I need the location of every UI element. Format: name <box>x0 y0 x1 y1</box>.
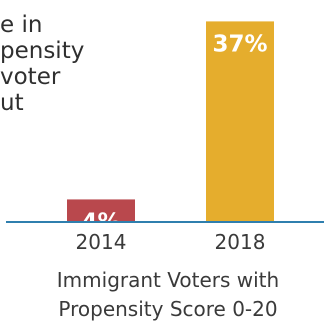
x-tick-label-2014: 2014 <box>76 230 127 254</box>
caption-line: Propensity Score 0-20 <box>58 297 278 321</box>
x-tick-label-2018: 2018 <box>215 230 266 254</box>
annotation-line: pensity <box>0 38 85 64</box>
annotation-line: ut <box>0 90 24 116</box>
x-axis-caption: Immigrant Voters with Propensity Score 0… <box>0 266 324 324</box>
annotation-line: e in <box>0 12 43 38</box>
caption-line: Immigrant Voters with <box>56 268 280 292</box>
chart-annotation: e in pensity voter ut <box>0 12 180 116</box>
annotation-line: voter <box>0 64 61 90</box>
bar-2018 <box>206 21 274 221</box>
data-label-2018: 37% <box>212 31 267 57</box>
bar-2014 <box>67 199 135 221</box>
